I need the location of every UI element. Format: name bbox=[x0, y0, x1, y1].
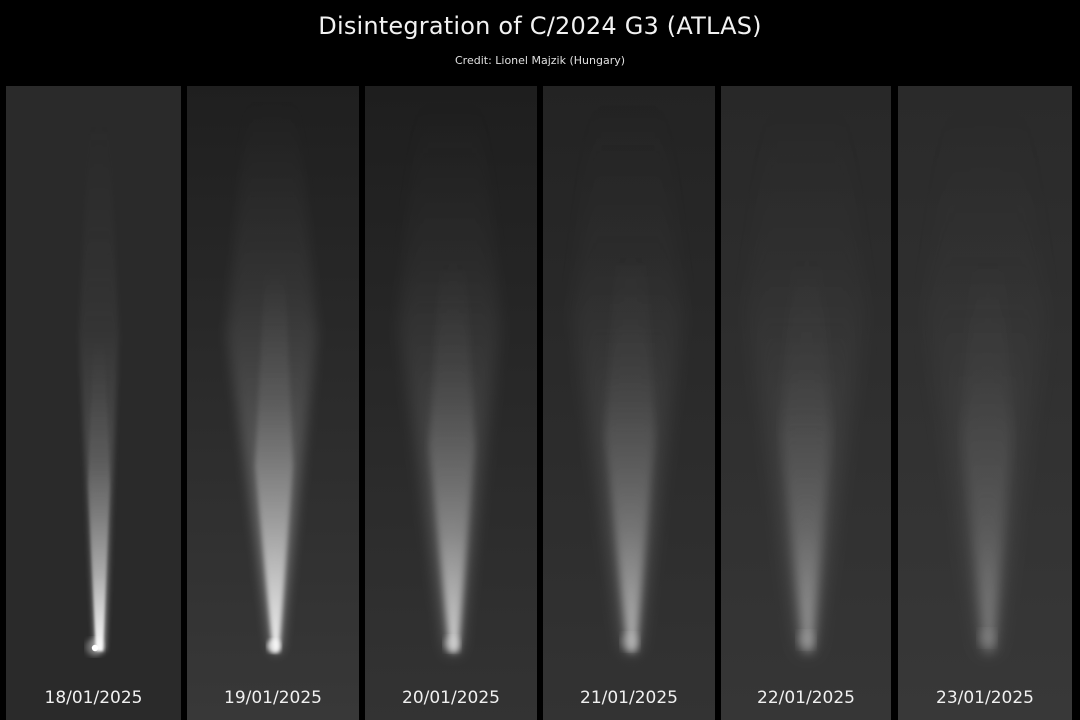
comet-panel-22-01: 22/01/2025 bbox=[721, 86, 891, 720]
comet-photo bbox=[365, 86, 537, 720]
panel-date: 18/01/2025 bbox=[44, 688, 143, 708]
panel-date: 19/01/2025 bbox=[224, 688, 322, 708]
comet-panel-21-01: 21/01/2025 bbox=[543, 86, 715, 720]
panel-date: 23/01/2025 bbox=[936, 688, 1034, 708]
comet-panel-20-01: 20/01/2025 bbox=[365, 86, 537, 720]
comet-photo bbox=[721, 86, 891, 720]
page-title: Disintegration of C/2024 G3 (ATLAS) bbox=[318, 12, 762, 40]
panel-date: 21/01/2025 bbox=[580, 688, 678, 708]
comet-photo bbox=[543, 86, 715, 720]
comet-panel-18-01: 18/01/2025 bbox=[6, 86, 181, 720]
panel-date: 20/01/2025 bbox=[402, 688, 500, 708]
comet-photo bbox=[187, 86, 359, 720]
comet-panel-23-01: 23/01/2025 bbox=[898, 86, 1072, 720]
comet-panels: 18/01/2025 19/ bbox=[0, 86, 1080, 720]
image-credit: Credit: Lionel Majzik (Hungary) bbox=[454, 54, 626, 67]
comet-photo bbox=[898, 86, 1072, 720]
comet-panel-19-01: 19/01/2025 bbox=[187, 86, 359, 720]
comet-photo bbox=[6, 86, 181, 720]
panel-date: 22/01/2025 bbox=[757, 688, 855, 708]
